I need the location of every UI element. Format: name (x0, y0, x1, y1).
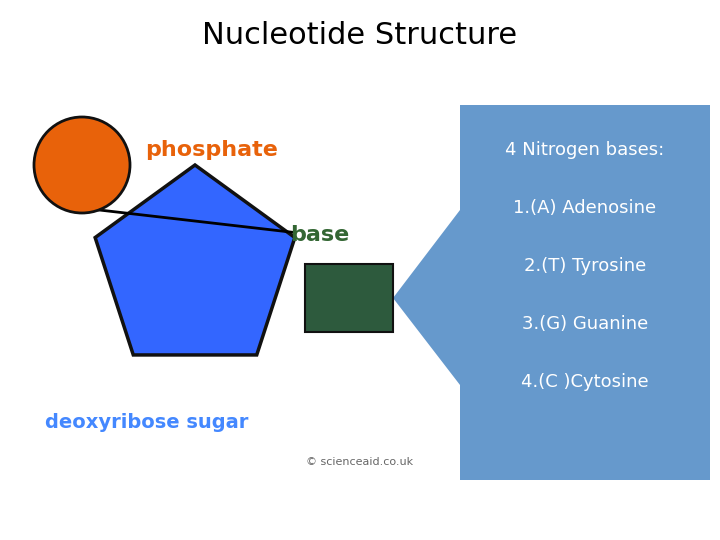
Circle shape (34, 117, 130, 213)
Text: deoxyribose sugar: deoxyribose sugar (45, 413, 248, 431)
Polygon shape (95, 165, 295, 355)
Text: 4 Nitrogen bases:: 4 Nitrogen bases: (505, 141, 665, 159)
Text: © scienceaid.co.uk: © scienceaid.co.uk (307, 457, 413, 467)
Text: phosphate: phosphate (145, 140, 278, 160)
Text: 1.(A) Adenosine: 1.(A) Adenosine (513, 199, 657, 217)
Text: 2.(T) Tyrosine: 2.(T) Tyrosine (524, 257, 646, 275)
Text: base: base (290, 225, 349, 245)
Text: 3.(G) Guanine: 3.(G) Guanine (522, 315, 648, 333)
Text: Nucleotide Structure: Nucleotide Structure (202, 21, 518, 50)
Polygon shape (393, 105, 710, 480)
Text: 4.(C )Cytosine: 4.(C )Cytosine (521, 373, 649, 391)
Bar (305, 264, 393, 332)
